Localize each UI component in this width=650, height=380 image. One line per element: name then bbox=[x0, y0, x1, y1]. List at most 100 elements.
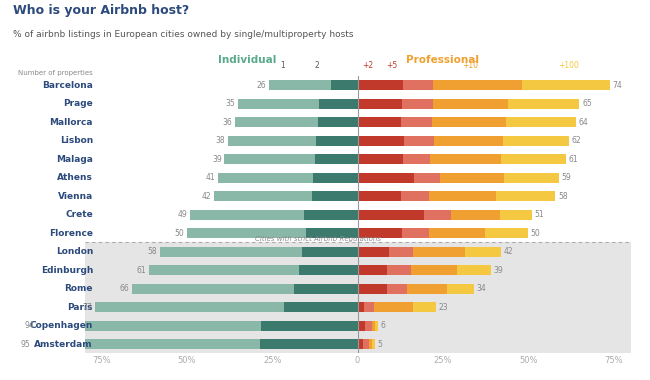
Bar bbox=[302, 247, 358, 257]
Bar bbox=[496, 191, 556, 201]
Bar bbox=[424, 210, 452, 220]
Bar bbox=[84, 242, 630, 353]
Bar bbox=[504, 136, 569, 146]
Text: Barcelona: Barcelona bbox=[42, 81, 93, 90]
Bar bbox=[365, 321, 372, 331]
Text: Individual: Individual bbox=[218, 55, 276, 65]
Bar bbox=[261, 321, 358, 331]
Bar bbox=[433, 99, 508, 109]
Text: 36: 36 bbox=[222, 118, 232, 127]
Bar bbox=[500, 210, 532, 220]
Bar bbox=[238, 99, 319, 109]
Text: +100: +100 bbox=[558, 60, 580, 70]
Text: London: London bbox=[56, 247, 93, 256]
Text: 26: 26 bbox=[256, 81, 266, 90]
Text: Edinburgh: Edinburgh bbox=[41, 266, 93, 275]
Bar bbox=[33, 339, 260, 349]
Text: 42: 42 bbox=[504, 247, 514, 256]
Bar bbox=[228, 136, 316, 146]
Bar bbox=[358, 99, 402, 109]
Text: % of airbnb listings in European cities owned by single/multiproperty hosts: % of airbnb listings in European cities … bbox=[13, 30, 354, 40]
Bar bbox=[235, 117, 318, 127]
Text: Vienna: Vienna bbox=[58, 192, 93, 201]
Bar bbox=[429, 228, 486, 238]
Bar bbox=[372, 339, 374, 349]
Bar bbox=[414, 173, 440, 183]
Bar bbox=[224, 154, 315, 164]
Bar bbox=[430, 154, 501, 164]
Text: 94: 94 bbox=[24, 321, 34, 330]
Text: Amsterdam: Amsterdam bbox=[34, 340, 93, 349]
Bar bbox=[403, 154, 430, 164]
Bar bbox=[358, 247, 389, 257]
Bar bbox=[387, 283, 408, 294]
Text: +10: +10 bbox=[462, 60, 478, 70]
Bar bbox=[429, 191, 496, 201]
Bar bbox=[358, 191, 401, 201]
Text: 77: 77 bbox=[83, 302, 92, 312]
Bar bbox=[95, 302, 284, 312]
Bar bbox=[404, 136, 434, 146]
Bar bbox=[501, 154, 566, 164]
Bar bbox=[284, 302, 358, 312]
Text: 38: 38 bbox=[215, 136, 225, 145]
Text: 65: 65 bbox=[582, 99, 592, 108]
Bar bbox=[218, 173, 313, 183]
Bar bbox=[413, 302, 436, 312]
Bar bbox=[401, 117, 432, 127]
Text: Rome: Rome bbox=[64, 284, 93, 293]
Bar bbox=[190, 210, 304, 220]
Bar bbox=[37, 321, 261, 331]
Text: 50: 50 bbox=[174, 229, 184, 238]
Bar bbox=[369, 339, 372, 349]
Text: Number of properties: Number of properties bbox=[18, 70, 93, 76]
Bar bbox=[372, 321, 375, 331]
Bar bbox=[401, 191, 429, 201]
Bar bbox=[358, 228, 402, 238]
Bar bbox=[311, 191, 358, 201]
Text: 66: 66 bbox=[120, 284, 129, 293]
Bar bbox=[133, 283, 294, 294]
Bar bbox=[434, 80, 522, 90]
Text: 95: 95 bbox=[21, 340, 31, 349]
Text: 1: 1 bbox=[280, 60, 285, 70]
Bar bbox=[358, 302, 364, 312]
Bar bbox=[504, 173, 559, 183]
Text: Prage: Prage bbox=[63, 99, 93, 108]
Bar bbox=[331, 80, 358, 90]
Text: 58: 58 bbox=[147, 247, 157, 256]
Bar bbox=[506, 117, 576, 127]
Bar bbox=[358, 173, 414, 183]
Bar bbox=[269, 80, 331, 90]
Text: +2: +2 bbox=[362, 60, 373, 70]
Text: +5: +5 bbox=[386, 60, 397, 70]
Text: 35: 35 bbox=[226, 99, 235, 108]
Bar bbox=[389, 247, 413, 257]
Bar bbox=[508, 99, 579, 109]
Text: Copenhagen: Copenhagen bbox=[30, 321, 93, 330]
Bar bbox=[403, 80, 434, 90]
Text: Malaga: Malaga bbox=[56, 155, 93, 164]
Bar bbox=[458, 265, 491, 275]
Bar bbox=[465, 247, 500, 257]
Text: 74: 74 bbox=[613, 81, 623, 90]
Bar bbox=[315, 154, 358, 164]
Text: Athens: Athens bbox=[57, 173, 93, 182]
Text: Lisbon: Lisbon bbox=[60, 136, 93, 145]
Text: Crete: Crete bbox=[65, 210, 93, 219]
Bar bbox=[363, 339, 369, 349]
Bar bbox=[432, 117, 506, 127]
Bar bbox=[358, 210, 424, 220]
Bar bbox=[299, 265, 358, 275]
Bar bbox=[364, 302, 374, 312]
Text: Who is your Airbnb host?: Who is your Airbnb host? bbox=[13, 4, 189, 17]
Text: 62: 62 bbox=[572, 136, 582, 145]
Bar bbox=[150, 265, 299, 275]
Bar bbox=[260, 339, 358, 349]
Bar bbox=[452, 210, 500, 220]
Bar bbox=[160, 247, 302, 257]
Text: 61: 61 bbox=[568, 155, 578, 164]
Bar bbox=[358, 117, 401, 127]
Bar bbox=[358, 136, 404, 146]
Bar bbox=[294, 283, 358, 294]
